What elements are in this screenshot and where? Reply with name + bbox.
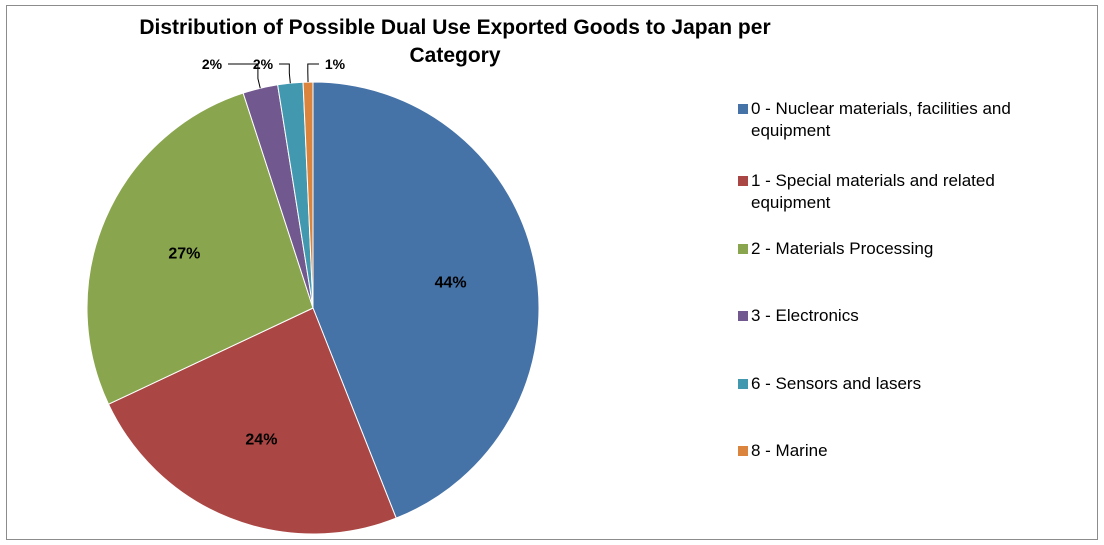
leader-lines — [228, 63, 319, 89]
pie-label-4: 2% — [253, 56, 274, 72]
legend-item-3: 3 - Electronics — [738, 305, 1068, 327]
legend-label-3-line-0: 3 - Electronics — [751, 306, 859, 325]
pie-label-3: 2% — [202, 56, 223, 72]
pie-slice-2 — [86, 92, 314, 405]
pie-slice-5 — [302, 81, 314, 309]
legend-label-1: 1 - Special materials and related equipme… — [751, 170, 1068, 214]
legend-label-3: 3 - Electronics — [751, 305, 1068, 327]
pie-slice-1 — [107, 307, 397, 535]
legend-label-5-line-0: 8 - Marine — [751, 441, 828, 460]
pie-slice-0 — [312, 81, 540, 519]
pie-label-1: 24% — [245, 431, 277, 448]
legend-label-2-line-0: 2 - Materials Processing — [751, 239, 934, 258]
legend-label-1-line-0: 1 - Special materials and related — [751, 171, 995, 190]
chart-frame — [6, 5, 1098, 540]
pie-label-2: 27% — [168, 245, 200, 262]
legend-label-2: 2 - Materials Processing — [751, 238, 1068, 260]
chart-title: Distribution of Possible Dual Use Export… — [110, 14, 800, 70]
legend-label-5: 8 - Marine — [751, 440, 1068, 462]
legend-label-4: 6 - Sensors and lasers — [751, 373, 1068, 395]
legend-swatch-5 — [738, 446, 748, 456]
legend-label-0-line-1: equipment — [751, 121, 831, 140]
pie-data-labels: 44% 24% 27% 2% 2% 1% — [168, 56, 466, 448]
pie-slices — [86, 81, 540, 535]
legend-item-2: 2 - Materials Processing — [738, 238, 1068, 260]
leader-line-5 — [307, 63, 319, 83]
legend-swatch-1 — [738, 176, 748, 186]
legend-label-0: 0 - Nuclear materials, facilities and equ… — [751, 98, 1068, 142]
pie-label-5: 1% — [325, 56, 346, 72]
pie-label-0: 44% — [435, 275, 467, 292]
legend-swatch-2 — [738, 244, 748, 254]
legend-label-4-line-0: 6 - Sensors and lasers — [751, 374, 922, 393]
chart-title-line-2: Category — [409, 44, 501, 67]
legend-swatch-4 — [738, 379, 748, 389]
legend-item-0: 0 - Nuclear materials, facilities and equ… — [738, 98, 1068, 142]
legend-item-4: 6 - Sensors and lasers — [738, 373, 1068, 395]
legend-item-5: 8 - Marine — [738, 440, 1068, 462]
legend-item-1: 1 - Special materials and related equipme… — [738, 170, 1068, 214]
leader-line-4 — [279, 63, 291, 84]
leader-line-3 — [228, 63, 261, 89]
legend-label-0-line-0: 0 - Nuclear materials, facilities and — [751, 99, 1011, 118]
legend-label-1-line-1: equipment — [751, 193, 831, 212]
legend-swatch-3 — [738, 311, 748, 321]
chart-title-line-1: Distribution of Possible Dual Use Export… — [139, 16, 771, 39]
legend-swatch-0 — [738, 104, 748, 114]
